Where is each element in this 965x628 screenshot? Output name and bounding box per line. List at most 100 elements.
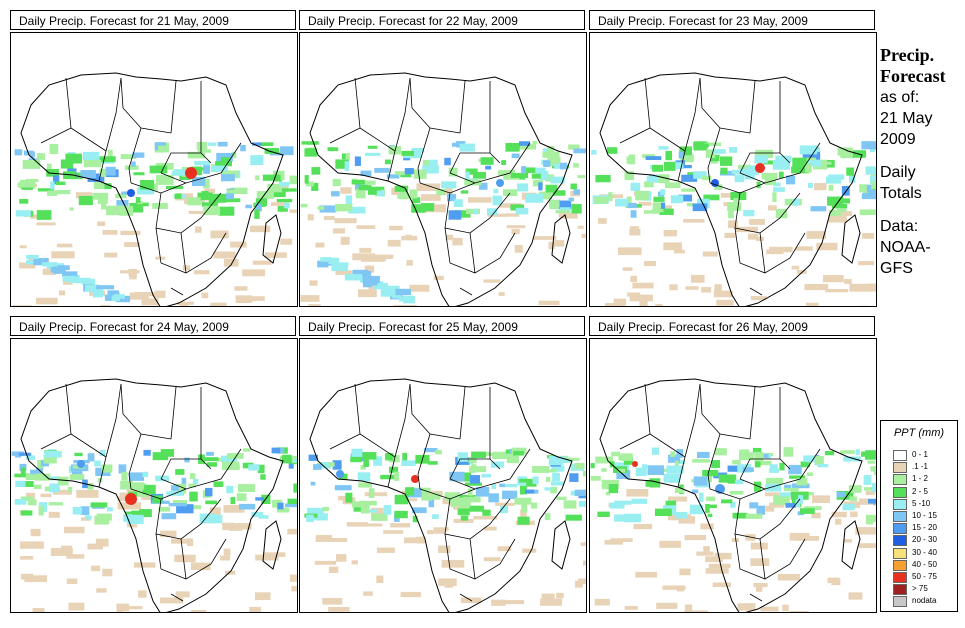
- precip-cell: [505, 142, 520, 152]
- precip-cell: [276, 198, 293, 203]
- precip-cell: [727, 465, 745, 472]
- precip-cell: [551, 465, 565, 472]
- precip-cell: [469, 466, 487, 473]
- precip-cell: [663, 161, 676, 171]
- precip-cell: [552, 190, 566, 196]
- country-border: [699, 383, 751, 440]
- precip-cell: [545, 174, 555, 182]
- precip-cell: [419, 490, 443, 498]
- precip-cell: [395, 288, 412, 296]
- precip-cell: [71, 471, 83, 477]
- precip-cell: [700, 523, 714, 530]
- precip-cell: [719, 156, 733, 166]
- legend-label: 0 - 1: [912, 450, 929, 459]
- precip-cell: [12, 305, 33, 306]
- precip-cell: [651, 208, 664, 213]
- precip-cell: [127, 524, 138, 528]
- precip-cell: [693, 171, 707, 179]
- country-border: [644, 77, 686, 152]
- precip-cell: [42, 262, 58, 267]
- country-border: [120, 77, 172, 134]
- precip-cell: [840, 450, 855, 454]
- precip-cell: [259, 142, 274, 147]
- precip-cell: [750, 542, 768, 550]
- precip-cell: [281, 188, 297, 192]
- precip-cell: [534, 167, 546, 174]
- precip-cell: [530, 502, 538, 509]
- precip-cell: [623, 513, 641, 523]
- precip-cell: [782, 604, 789, 612]
- precip-cell: [675, 511, 688, 519]
- precip-cell: [570, 183, 577, 190]
- precip-cell: [598, 218, 607, 224]
- precip-cell: [554, 240, 565, 247]
- precip-cell: [568, 144, 580, 150]
- precip-cell: [242, 448, 251, 452]
- precip-cell: [135, 197, 141, 203]
- precip-cell: [33, 258, 49, 266]
- country-border: [469, 232, 516, 274]
- country-border: [459, 287, 473, 296]
- precip-cell: [222, 522, 235, 531]
- country-border: [155, 227, 187, 274]
- country-border: [707, 433, 721, 490]
- precip-cell: [411, 204, 426, 213]
- precip-cell: [825, 176, 842, 184]
- precip-cell: [532, 141, 538, 145]
- precip-cell: [331, 191, 340, 197]
- heavy-precip-cell: [125, 493, 137, 505]
- precip-cell: [869, 175, 876, 184]
- precip-cell: [158, 145, 168, 152]
- precip-cell: [754, 451, 764, 461]
- precip-cell: [716, 299, 734, 306]
- info-totals-line1: Daily: [880, 164, 916, 181]
- legend-item: nodata: [893, 595, 957, 608]
- precip-cell: [663, 473, 681, 483]
- precip-cell: [666, 465, 684, 474]
- precip-cell: [249, 606, 261, 612]
- precip-cell: [128, 606, 143, 610]
- precip-cell: [48, 502, 64, 506]
- precip-cell: [50, 547, 73, 556]
- precip-cell: [499, 505, 508, 514]
- precip-cell: [159, 597, 184, 604]
- precip-cell: [627, 202, 637, 209]
- precip-cell: [595, 456, 614, 464]
- precip-cell: [213, 481, 224, 487]
- precip-cell: [20, 467, 26, 478]
- country-border: [677, 150, 686, 182]
- precip-cell: [388, 455, 400, 463]
- precip-cell: [188, 483, 196, 488]
- precip-cell: [91, 565, 101, 572]
- forecast-panel-1: Daily Precip. Forecast for 21 May, 2009: [10, 10, 298, 307]
- precip-cell: [500, 600, 525, 605]
- precip-cell: [289, 175, 297, 185]
- precip-cell: [175, 591, 190, 598]
- precip-cell: [373, 282, 388, 290]
- precip-cell: [689, 504, 703, 515]
- precip-cell: [83, 159, 101, 168]
- precip-cell: [322, 597, 343, 605]
- precip-cell: [115, 295, 131, 303]
- precip-cell: [367, 145, 378, 149]
- precip-cell: [30, 528, 41, 537]
- precip-cell: [33, 484, 42, 489]
- precip-cell: [328, 462, 335, 467]
- precip-cell: [57, 476, 69, 486]
- precip-cell: [696, 551, 714, 556]
- precip-cell: [556, 592, 564, 599]
- country-border: [459, 593, 473, 602]
- precip-cell: [457, 452, 468, 462]
- legend-label: 1 - 2: [912, 474, 929, 484]
- precip-cell: [618, 247, 642, 256]
- precip-cell: [539, 170, 549, 180]
- country-border: [180, 232, 227, 274]
- precip-cell: [517, 516, 530, 525]
- precip-cell: [604, 539, 624, 545]
- precip-cell: [438, 545, 451, 554]
- precip-cell: [660, 189, 666, 196]
- precip-cell: [137, 186, 154, 195]
- precip-cell: [400, 591, 421, 598]
- legend-item: 40 - 50: [893, 559, 957, 571]
- precip-cell: [301, 141, 319, 145]
